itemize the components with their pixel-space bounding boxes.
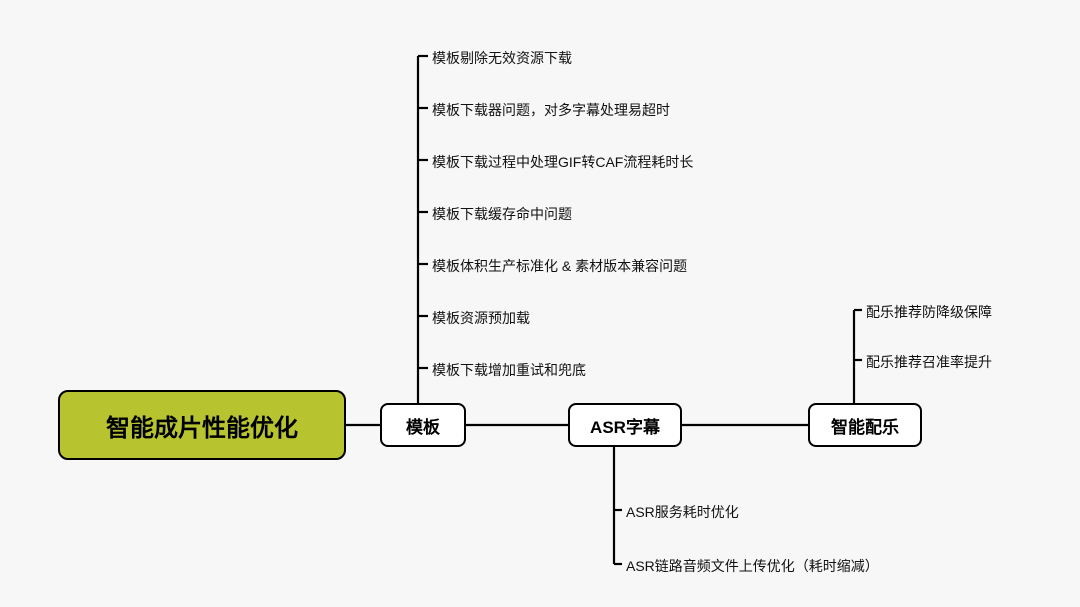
root-node: 智能成片性能优化 bbox=[58, 390, 346, 460]
node-template: 模板 bbox=[380, 403, 466, 447]
node-music: 智能配乐 bbox=[808, 403, 922, 447]
asr-leaf: ASR链路音频文件上传优化（耗时缩减） bbox=[626, 556, 879, 576]
template-leaf: 模板剔除无效资源下载 bbox=[432, 48, 572, 68]
template-leaf: 模板下载过程中处理GIF转CAF流程耗时长 bbox=[432, 152, 693, 172]
template-leaf: 模板下载器问题，对多字幕处理易超时 bbox=[432, 100, 670, 120]
template-leaf: 模板下载缓存命中问题 bbox=[432, 204, 572, 224]
asr-leaf: ASR服务耗时优化 bbox=[626, 502, 739, 522]
template-leaf: 模板资源预加载 bbox=[432, 308, 530, 328]
music-leaf: 配乐推荐防降级保障 bbox=[866, 302, 992, 322]
music-leaf: 配乐推荐召准率提升 bbox=[866, 352, 992, 372]
node-asr-label: ASR字幕 bbox=[590, 413, 660, 438]
template-leaf: 模板体积生产标准化 & 素材版本兼容问题 bbox=[432, 256, 687, 276]
node-music-label: 智能配乐 bbox=[831, 413, 899, 438]
template-leaf: 模板下载增加重试和兜底 bbox=[432, 360, 586, 380]
mindmap-canvas: 智能成片性能优化 模板 ASR字幕 智能配乐 模板剔除无效资源下载模板下载器问题… bbox=[0, 0, 1080, 607]
node-asr: ASR字幕 bbox=[568, 403, 682, 447]
root-label: 智能成片性能优化 bbox=[106, 408, 298, 443]
node-template-label: 模板 bbox=[406, 413, 440, 438]
